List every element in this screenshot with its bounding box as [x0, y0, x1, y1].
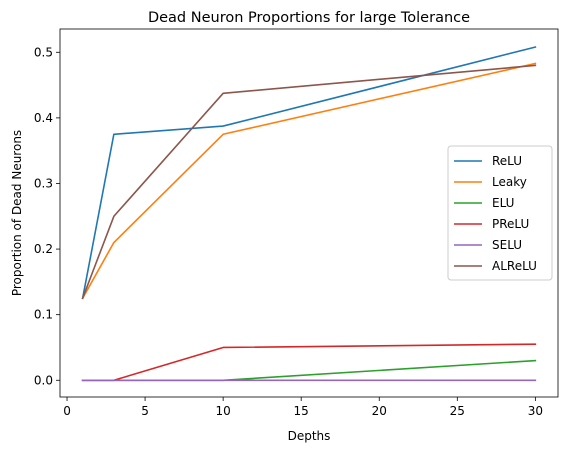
y-tick-label: 0.2 [34, 242, 53, 256]
chart-title: Dead Neuron Proportions for large Tolera… [148, 10, 470, 26]
legend-label: PReLU [492, 217, 529, 231]
x-tick-label: 20 [372, 404, 387, 418]
legend-label: ReLU [492, 154, 522, 168]
legend: ReLU Leaky ELU PReLU SELU ALReLU [447, 145, 553, 281]
x-axis-label: Depths [288, 429, 331, 443]
x-tick-label: 25 [450, 404, 465, 418]
series-line-relu [81, 46, 537, 300]
y-tick-label: 0.3 [34, 176, 53, 190]
series-layer [81, 46, 537, 382]
legend-box [447, 145, 553, 281]
y-tick-label: 0.0 [34, 373, 53, 387]
y-axis: 0.0 0.1 0.2 0.3 0.4 0.5 [34, 45, 60, 387]
x-tick-label: 15 [294, 404, 309, 418]
y-tick-label: 0.1 [34, 308, 53, 322]
legend-label: ALReLU [492, 259, 537, 273]
legend-label: ELU [492, 196, 514, 210]
x-tick-label: 0 [63, 404, 71, 418]
plot-frame [59, 28, 559, 398]
x-axis: 0 5 10 15 20 25 30 [63, 397, 543, 418]
y-tick-label: 0.4 [34, 111, 53, 125]
series-line-leaky [81, 62, 537, 300]
y-axis-label: Proportion of Dead Neurons [10, 130, 24, 296]
y-tick-label: 0.5 [34, 45, 53, 59]
series-line-alrelu [81, 64, 537, 300]
x-tick-label: 30 [528, 404, 543, 418]
legend-label: SELU [492, 238, 522, 252]
x-tick-label: 5 [141, 404, 149, 418]
x-tick-label: 10 [215, 404, 230, 418]
legend-label: Leaky [492, 175, 527, 189]
